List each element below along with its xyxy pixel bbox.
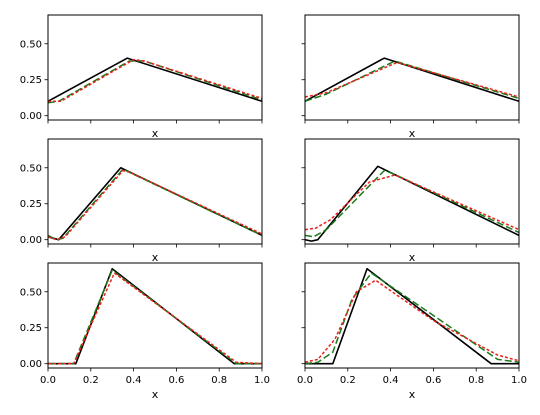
axes-frame (304, 262, 520, 369)
y-tick-label: 0.25 (20, 199, 42, 210)
series-line-2 (305, 169, 519, 238)
x-axis-label: x (152, 251, 159, 264)
x-tick-label: 0.6 (168, 375, 184, 386)
x-tick-label: 0.0 (40, 375, 56, 386)
y-tick-label: 0.00 (20, 111, 42, 122)
panel-1: 0.00 0.25 0.50 x (20, 14, 263, 140)
x-tick-label: 0.6 (425, 375, 441, 386)
series-line-3 (305, 174, 519, 231)
series-line-1 (305, 165, 519, 242)
panel-5: 0.00 0.25 0.50 0.0 0.2 0.4 0.6 0.8 1.0 x (20, 262, 270, 401)
x-axis-label: x (409, 251, 416, 264)
series-line-1 (305, 267, 519, 365)
axes-frame (304, 138, 520, 245)
series-line-3 (305, 279, 519, 363)
x-tick-label: 1.0 (511, 375, 527, 386)
x-tick-label: 0.4 (383, 375, 399, 386)
panel-6: 0.0 0.2 0.4 0.6 0.8 1.0 x (297, 262, 527, 401)
y-tick-label: 0.50 (20, 163, 42, 174)
x-axis-label: x (152, 388, 159, 401)
series-line-1 (48, 57, 262, 103)
x-tick-label: 0.0 (297, 375, 313, 386)
x-tick-label: 0.2 (340, 375, 356, 386)
series-line-3 (305, 61, 519, 98)
axes-frame (304, 14, 520, 121)
y-tick-label: 0.00 (20, 359, 42, 370)
axes-frame (47, 14, 263, 121)
series-line-3 (48, 272, 262, 365)
y-tick-label: 0.50 (20, 39, 42, 50)
series-line-1 (305, 57, 519, 103)
series-line-1 (48, 267, 262, 365)
x-tick-label: 0.4 (126, 375, 142, 386)
series-line-1 (48, 166, 262, 241)
y-tick-label: 0.00 (20, 235, 42, 246)
panel-4: x (301, 138, 520, 264)
series-line-3 (48, 58, 262, 103)
y-tick-label: 0.50 (20, 287, 42, 298)
panel-3: 0.00 0.25 0.50 x (20, 138, 263, 264)
series-line-2 (48, 269, 262, 365)
x-axis-label: x (409, 388, 416, 401)
x-axis-label: x (152, 127, 159, 140)
axes-frame (47, 138, 263, 245)
y-tick-label: 0.25 (20, 323, 42, 334)
x-axis-label: x (409, 127, 416, 140)
panel-2: x (301, 14, 520, 140)
y-tick-label: 0.25 (20, 75, 42, 86)
series-line-2 (48, 60, 262, 104)
series-line-3 (48, 169, 262, 241)
x-tick-label: 0.2 (83, 375, 99, 386)
x-tick-label: 1.0 (254, 375, 270, 386)
series-line-2 (305, 272, 519, 365)
series-line-2 (48, 168, 262, 241)
x-tick-label: 0.8 (468, 375, 484, 386)
x-tick-label: 0.8 (211, 375, 227, 386)
axes-frame (47, 262, 263, 369)
